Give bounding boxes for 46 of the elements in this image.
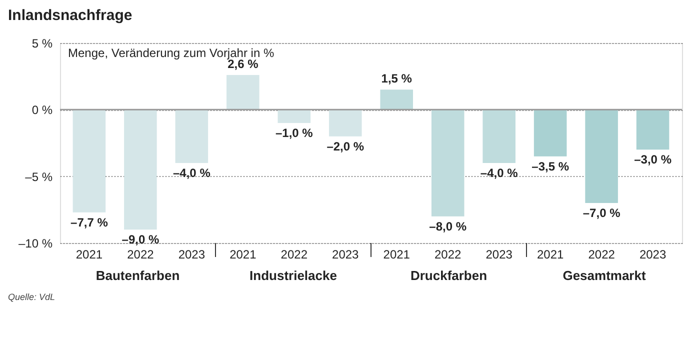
text: Gesamtmarkt: [562, 268, 646, 283]
y-tick-label: 5 %: [32, 36, 53, 50]
data-label: 1,5 %: [381, 72, 412, 86]
x-tick-label: 2021: [76, 248, 103, 262]
bar: [431, 110, 464, 216]
data-label: –7,0 %: [582, 206, 621, 220]
data-label: –3,0 %: [634, 152, 672, 167]
x-tick-label: 2022: [280, 248, 308, 262]
x-tick-label: 2023: [486, 248, 513, 262]
text: Bautenfarben: [96, 268, 180, 283]
data-label: –9,0 %: [122, 232, 160, 247]
data-label: –1,0 %: [275, 126, 314, 140]
x-tick-label: 2021: [230, 248, 257, 262]
chart-title: Inlandsnachfrage: [8, 7, 132, 24]
y-tick-label: –5 %: [25, 170, 53, 184]
bar: [482, 110, 516, 163]
x-tick-label: 2022: [434, 248, 462, 262]
y-tick-label: 0 %: [32, 103, 53, 118]
y-tick-label: –10 %: [18, 236, 53, 250]
x-tick-label: 2023: [178, 248, 206, 262]
data-label: –7,7 %: [70, 215, 108, 230]
bar: [72, 110, 106, 212]
bar: [636, 110, 670, 150]
bar: [124, 110, 157, 230]
bar: [226, 75, 260, 110]
bar: [534, 110, 567, 156]
x-tick-label: 2022: [588, 248, 616, 262]
bar: [380, 90, 414, 110]
x-tick-label: 2023: [639, 248, 666, 262]
data-label: –4,0 %: [480, 166, 518, 180]
bar: [328, 110, 362, 136]
x-tick-label: 2021: [383, 248, 410, 262]
text: Industrielacke: [250, 268, 337, 283]
x-tick-label: 2021: [536, 248, 564, 262]
data-label: –8,0 %: [429, 219, 467, 234]
x-tick-label: 2022: [127, 248, 154, 262]
data-label: –4,0 %: [172, 166, 211, 180]
bar: [175, 110, 208, 163]
data-label: –3,5 %: [532, 159, 570, 174]
bar: [278, 110, 311, 123]
annotation: Menge, Veränderung zum Vorjahr in %: [68, 46, 274, 60]
data-label: –2,0 %: [326, 139, 364, 154]
x-tick-label: 2023: [332, 248, 360, 262]
source-note: Quelle: VdL: [8, 292, 56, 302]
bar: [585, 110, 618, 203]
text: Druckfarben: [410, 268, 488, 283]
